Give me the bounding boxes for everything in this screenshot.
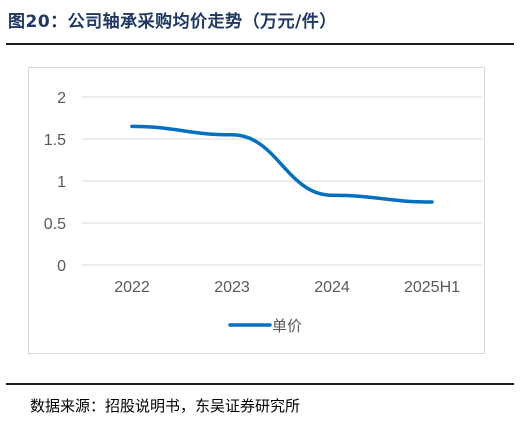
x-tick-label: 2023 bbox=[214, 279, 250, 296]
y-tick-label: 2 bbox=[57, 90, 66, 107]
x-axis-ticks: 2022 2023 2024 2025H1 bbox=[114, 279, 460, 296]
figure-title: 图20：公司轴承采购均价走势（万元/件） bbox=[8, 12, 337, 32]
title-rule bbox=[6, 43, 514, 45]
y-tick-label: 1 bbox=[57, 174, 66, 191]
series-lines bbox=[130, 124, 434, 204]
x-tick-label: 2022 bbox=[114, 279, 150, 296]
y-axis-ticks: 0 0.5 1 1.5 2 bbox=[44, 90, 66, 275]
source-note: 数据来源：招股说明书，东吴证券研究所 bbox=[30, 397, 301, 415]
y-tick-label: 1.5 bbox=[44, 132, 66, 149]
legend: 单价 bbox=[228, 317, 302, 335]
source-rule bbox=[6, 383, 514, 385]
y-tick-label: 0 bbox=[57, 258, 66, 275]
legend-label: 单价 bbox=[272, 317, 302, 335]
x-tick-label: 2024 bbox=[314, 279, 350, 296]
gridlines bbox=[82, 96, 482, 266]
chart-area bbox=[28, 67, 485, 354]
y-tick-label: 0.5 bbox=[44, 216, 66, 233]
series-line-0 bbox=[130, 124, 434, 204]
x-tick-label: 2025H1 bbox=[404, 279, 460, 296]
